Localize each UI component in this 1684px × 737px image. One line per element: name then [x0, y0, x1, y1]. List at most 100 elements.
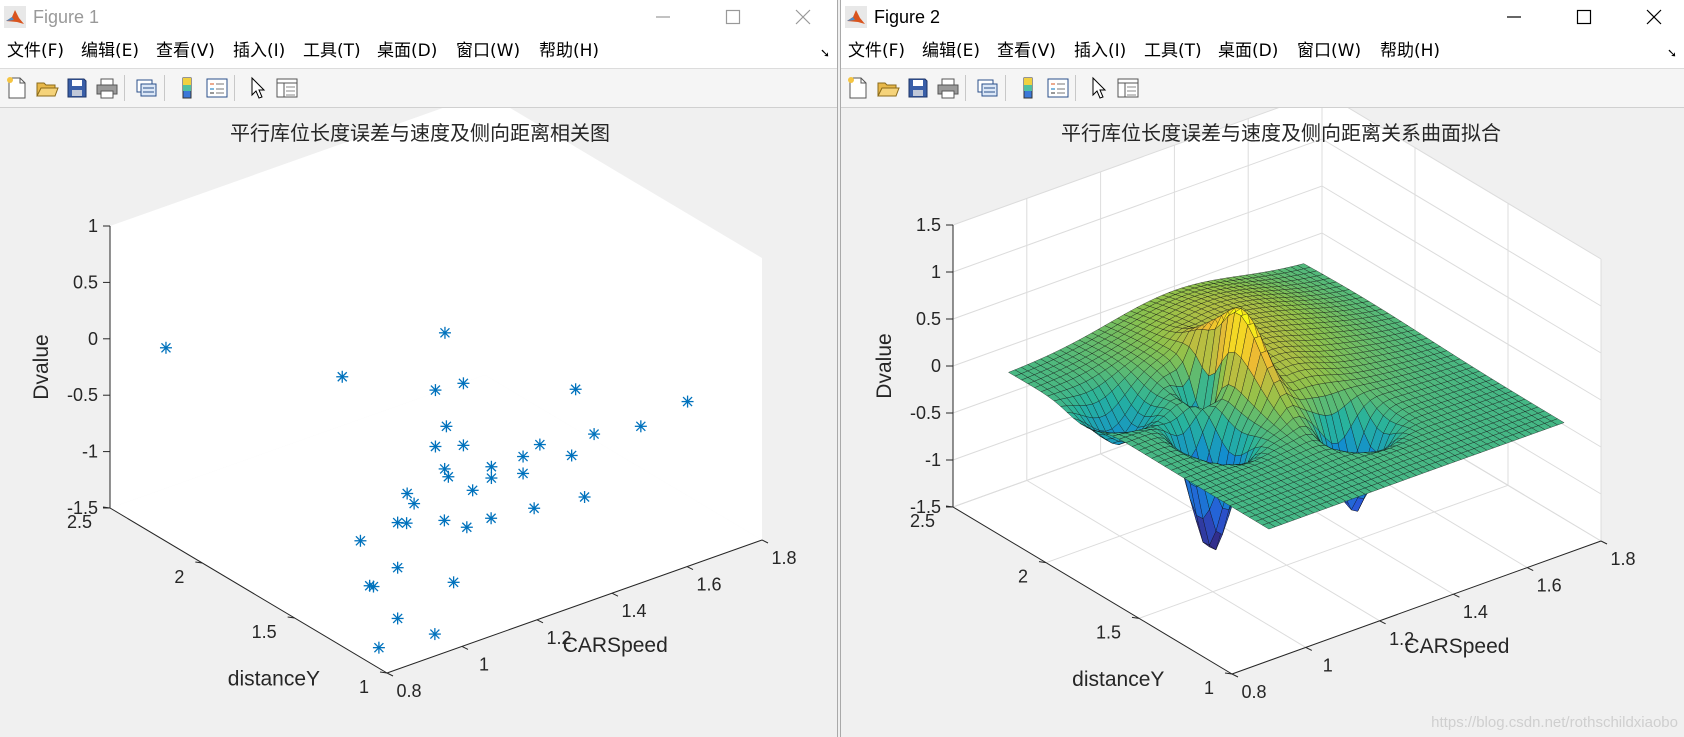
y-axis-line [109, 507, 388, 674]
link-plot-button[interactable] [975, 75, 1001, 101]
menu-window[interactable]: 窗口(W) [1297, 41, 1362, 61]
link-plot-button[interactable] [134, 75, 160, 101]
x-tick-label: 1 [1323, 655, 1333, 675]
x-tick-mark [1453, 593, 1460, 598]
save-button[interactable] [64, 75, 90, 101]
scatter3-plot[interactable]: 0.8 1 1.2 1.4 1.6 1.8 1 1.5 2 2.5-1.5 -1 -0.5 0 0.5 1 C… [0, 108, 838, 737]
x-tick-mark [761, 539, 769, 544]
scatter-point [634, 420, 647, 433]
y-tick-label: 1 [1204, 678, 1214, 698]
menu-edit[interactable]: 编辑(E) [81, 41, 140, 61]
close-icon [795, 9, 811, 25]
scatter-point [367, 580, 380, 593]
figure-window-2: Figure 2 文件(F) 编辑(E) 查看(V) 插入(I) 工具(T) 桌… [840, 0, 1684, 737]
x-tick-label: 1.8 [1610, 549, 1635, 569]
y-tick-mark [1131, 616, 1140, 619]
x-tick-label: 0.8 [1241, 682, 1266, 702]
z-axis-label: Dvalue [873, 333, 896, 398]
axes-back-pane [110, 108, 485, 508]
scatter-point [578, 491, 591, 504]
close-icon [1646, 9, 1662, 25]
new-figure-button[interactable] [4, 75, 30, 101]
surface-plot[interactable]: 0.8 1 1.2 1.4 1.6 1.8 1 1.5 2 2.5-1.5 -1 -0.5 0 0.5 1 1… [841, 108, 1684, 737]
new-figure-icon [7, 77, 26, 99]
close-button[interactable] [780, 0, 826, 34]
title-bar[interactable]: Figure 1 [0, 0, 837, 34]
menu-view[interactable]: 查看(V) [156, 41, 215, 61]
x-tick-mark [461, 645, 469, 650]
insert-colorbar-icon [182, 77, 192, 99]
scatter-point [466, 484, 479, 497]
print-button[interactable] [94, 75, 120, 101]
y-tick-label: 2.5 [67, 512, 92, 532]
minimize-button[interactable] [640, 0, 686, 34]
scatter-point [442, 470, 455, 483]
maximize-button[interactable] [1561, 0, 1607, 34]
save-button[interactable] [905, 75, 931, 101]
menu-insert[interactable]: 插入(I) [1074, 41, 1127, 61]
x-tick-mark [1600, 540, 1608, 545]
dock-arrow-icon[interactable]: ➘ [1667, 46, 1678, 60]
x-tick-mark [386, 672, 394, 677]
insert-colorbar-button[interactable] [1015, 75, 1041, 101]
insert-legend-icon [1047, 78, 1069, 98]
insert-legend-button[interactable] [1045, 75, 1071, 101]
scatter-point [428, 628, 441, 641]
open-file-button[interactable] [34, 75, 60, 101]
scatter-point [438, 514, 451, 527]
menu-insert[interactable]: 插入(I) [233, 41, 286, 61]
new-figure-button[interactable] [845, 75, 871, 101]
menu-desktop[interactable]: 桌面(D) [377, 41, 438, 61]
minimize-icon [656, 16, 670, 18]
toolbar-separator [1005, 75, 1006, 101]
y-tick-label: 1.5 [1096, 622, 1121, 642]
menu-file[interactable]: 文件(F) [7, 41, 65, 61]
menu-tools[interactable]: 工具(T) [303, 41, 361, 61]
menu-bar: 文件(F) 编辑(E) 查看(V) 插入(I) 工具(T) 桌面(D) 窗口(W… [841, 34, 1684, 69]
menu-view[interactable]: 查看(V) [997, 41, 1056, 61]
minimize-button[interactable] [1491, 0, 1537, 34]
menu-help[interactable]: 帮助(H) [539, 41, 600, 61]
y-tick-label: 2 [1018, 567, 1028, 587]
open-file-icon [36, 82, 59, 97]
y-tick-mark [1224, 672, 1233, 675]
x-tick-mark [686, 566, 694, 571]
maximize-icon [725, 9, 741, 25]
dock-arrow-icon[interactable]: ➘ [820, 46, 831, 60]
z-tick-label: -1 [82, 442, 98, 462]
open-file-button[interactable] [875, 75, 901, 101]
z-tick-label: -0.5 [67, 385, 98, 405]
menu-window[interactable]: 窗口(W) [456, 41, 521, 61]
menu-edit[interactable]: 编辑(E) [922, 41, 981, 61]
figure-toolbar [0, 69, 837, 108]
edit-plot-arrow-button[interactable] [1085, 75, 1111, 101]
edit-plot-arrow-button[interactable] [244, 75, 270, 101]
menu-help[interactable]: 帮助(H) [1380, 41, 1441, 61]
scatter-point [438, 326, 451, 339]
z-tick-label: 1 [88, 216, 98, 236]
insert-legend-button[interactable] [204, 75, 230, 101]
z-tick-label: 0.5 [916, 309, 941, 329]
property-inspector-button[interactable] [274, 75, 300, 101]
figure-window-1: Figure 1 文件(F) 编辑(E) 查看(V) 插入(I) 工具(T) 桌… [0, 0, 838, 737]
save-icon [67, 78, 87, 98]
menu-desktop[interactable]: 桌面(D) [1218, 41, 1279, 61]
open-file-icon [877, 82, 900, 97]
grid-line-z [952, 185, 1602, 354]
close-button[interactable] [1631, 0, 1677, 34]
scatter-point [408, 497, 421, 510]
title-bar[interactable]: Figure 2 [841, 0, 1684, 34]
scatter-point [485, 472, 498, 485]
insert-colorbar-button[interactable] [174, 75, 200, 101]
y-tick-label: 2.5 [910, 511, 935, 531]
x-tick-mark [611, 592, 619, 597]
scatter-point [429, 440, 442, 453]
menu-tools[interactable]: 工具(T) [1144, 41, 1202, 61]
maximize-button[interactable] [710, 0, 756, 34]
property-inspector-button[interactable] [1115, 75, 1141, 101]
y-tick-mark [1038, 561, 1047, 564]
print-button[interactable] [935, 75, 961, 101]
menu-file[interactable]: 文件(F) [848, 41, 906, 61]
toolbar-separator [124, 75, 125, 101]
edit-plot-arrow-icon [251, 76, 266, 99]
